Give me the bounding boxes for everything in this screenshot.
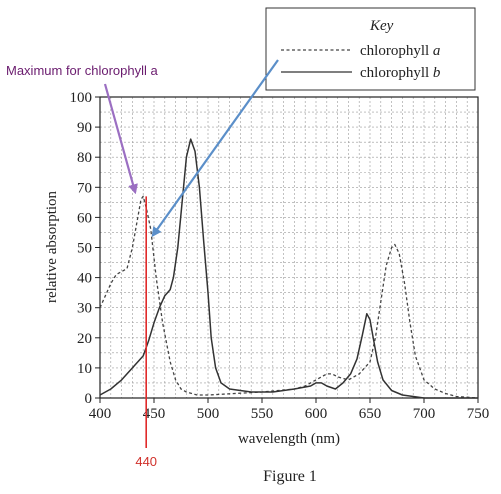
grid-lines bbox=[100, 97, 478, 398]
annotations: Maximum for chlorophyll a 440 bbox=[6, 59, 279, 469]
y-tick-label: 20 bbox=[77, 331, 92, 347]
x-tick-label: 600 bbox=[305, 406, 328, 422]
y-axis-title: relative absorption bbox=[44, 190, 60, 303]
x-axis-title: wavelength (nm) bbox=[238, 431, 340, 447]
legend-entry-a: chlorophyll a bbox=[360, 43, 440, 59]
x-tick-label: 700 bbox=[413, 406, 436, 422]
x-tick-label: 500 bbox=[197, 406, 220, 422]
legend-title: Key bbox=[369, 18, 394, 34]
y-tick-label: 10 bbox=[77, 361, 92, 377]
y-tick-label: 60 bbox=[77, 210, 92, 226]
y-tick-label: 80 bbox=[77, 150, 92, 166]
legend-pointer-arrow bbox=[151, 59, 279, 238]
x-tick-label: 400 bbox=[89, 406, 112, 422]
maximum-annotation-arrow bbox=[103, 83, 138, 195]
wavelength-marker-label: 440 bbox=[135, 454, 157, 469]
series-line-chlorophyll-b bbox=[99, 138, 478, 399]
maximum-annotation-label: Maximum for chlorophyll a bbox=[6, 63, 158, 78]
y-tick-label: 50 bbox=[77, 241, 92, 257]
x-tick-label: 750 bbox=[467, 406, 490, 422]
x-tick-label: 550 bbox=[251, 406, 274, 422]
x-tick-label: 650 bbox=[359, 406, 382, 422]
x-tick-label: 450 bbox=[143, 406, 166, 422]
y-tick-label: 40 bbox=[77, 271, 92, 287]
axis-ticks: 400 450 500 550 600 650 700 750 0 10 20 30 40 50 60 70 8… bbox=[70, 90, 490, 422]
y-tick-label: 0 bbox=[85, 391, 93, 407]
legend-box bbox=[265, 7, 476, 91]
y-tick-label: 100 bbox=[70, 90, 93, 106]
legend: Key chlorophyll a chlorophyll b bbox=[265, 7, 476, 91]
y-tick-label: 30 bbox=[77, 301, 92, 317]
legend-entry-b: chlorophyll b bbox=[360, 65, 441, 81]
y-tick-label: 90 bbox=[77, 120, 92, 136]
y-tick-label: 70 bbox=[77, 180, 92, 196]
series-layer bbox=[99, 138, 479, 399]
figure-caption: Figure 1 bbox=[263, 468, 317, 485]
